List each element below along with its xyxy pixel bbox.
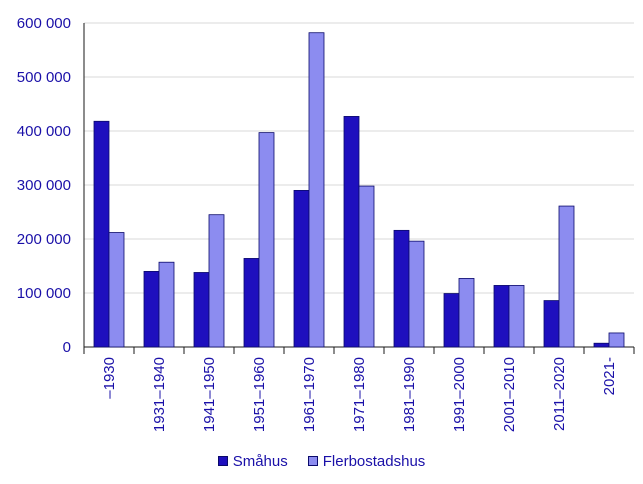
y-tick-label: 500 000 (17, 69, 71, 86)
x-tick-label: 2021- (601, 357, 618, 395)
x-tick-label: 1941–1950 (201, 357, 218, 432)
y-tick-label: 0 (63, 339, 71, 356)
x-tick-label: 1931–1940 (151, 357, 168, 432)
bar-flerbostadshus (608, 332, 625, 348)
bar-chart-svg: 0 100 000 200 000 300 000 400 000 500 000 600 … (17, 15, 635, 432)
x-tick-label: 1951–1960 (251, 357, 268, 432)
x-tick-label: 1991–2000 (451, 357, 468, 432)
legend-item-smahus: Småhus (217, 452, 288, 470)
bar-smahus (243, 258, 260, 348)
x-tick-label: 1971–1980 (351, 357, 368, 432)
legend-label-flerbostadshus: Flerbostadshus (322, 452, 426, 470)
x-tick-label: 1981–1990 (401, 357, 418, 432)
x-tick-label: 2011–2020 (551, 357, 568, 431)
bar-flerbostadshus (208, 214, 225, 348)
legend-label-smahus: Småhus (232, 452, 288, 470)
bar-flerbostadshus (358, 185, 375, 348)
legend-swatch-flerbostadshus (307, 456, 318, 466)
x-tick-label: 1961–1970 (301, 357, 318, 432)
bar-flerbostadshus (258, 132, 275, 348)
bar-flerbostadshus (408, 240, 425, 348)
y-tick-label: 100 000 (17, 285, 71, 302)
legend-swatch-smahus (217, 456, 228, 466)
bar-smahus (393, 229, 410, 348)
x-tick-label: 2001–2010 (501, 357, 518, 432)
bar-smahus (143, 270, 160, 348)
bar-smahus (443, 293, 460, 348)
bar-flerbostadshus (308, 32, 325, 348)
x-tick-label: –1930 (101, 357, 118, 399)
bar-smahus (543, 300, 560, 348)
bar-smahus (343, 116, 360, 348)
y-tick-label: 600 000 (17, 15, 71, 32)
bar-flerbostadshus (508, 285, 525, 348)
bar-smahus (493, 285, 510, 348)
legend: Småhus Flerbostadshus (0, 451, 643, 471)
legend-item-flerbostadshus: Flerbostadshus (307, 452, 426, 470)
bar-flerbostadshus (108, 232, 125, 348)
bar-smahus (593, 342, 610, 348)
y-tick-label: 300 000 (17, 177, 71, 194)
bar-smahus (293, 189, 310, 348)
bar-flerbostadshus (558, 205, 575, 348)
bar-flerbostadshus (458, 278, 475, 348)
y-tick-label: 400 000 (17, 123, 71, 140)
bar-flerbostadshus (158, 261, 175, 348)
y-tick-label: 200 000 (17, 231, 71, 248)
bar-smahus (93, 120, 110, 348)
bar-smahus (193, 272, 210, 348)
